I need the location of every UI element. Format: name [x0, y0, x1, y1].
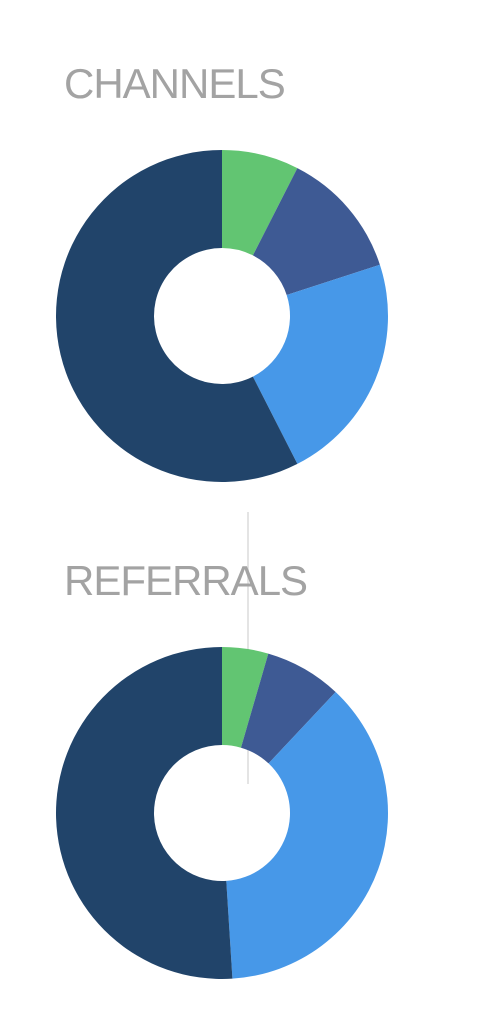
donut-slice-green [222, 150, 298, 256]
donut-slice-navy [55, 150, 298, 482]
vertical-divider [247, 512, 249, 784]
channels-donut-chart [55, 150, 388, 482]
donut-slice-navy [55, 647, 233, 979]
donut-slice-indigo [240, 653, 336, 764]
referrals-title: REFERRALS [64, 557, 308, 604]
channels-title: CHANNELS [64, 60, 286, 107]
donut-slice-sky [226, 691, 388, 979]
donut-slice-indigo [252, 168, 380, 295]
referrals-donut-chart [55, 647, 388, 979]
donut-slice-sky [252, 264, 388, 464]
donut-slice-green [222, 647, 269, 748]
